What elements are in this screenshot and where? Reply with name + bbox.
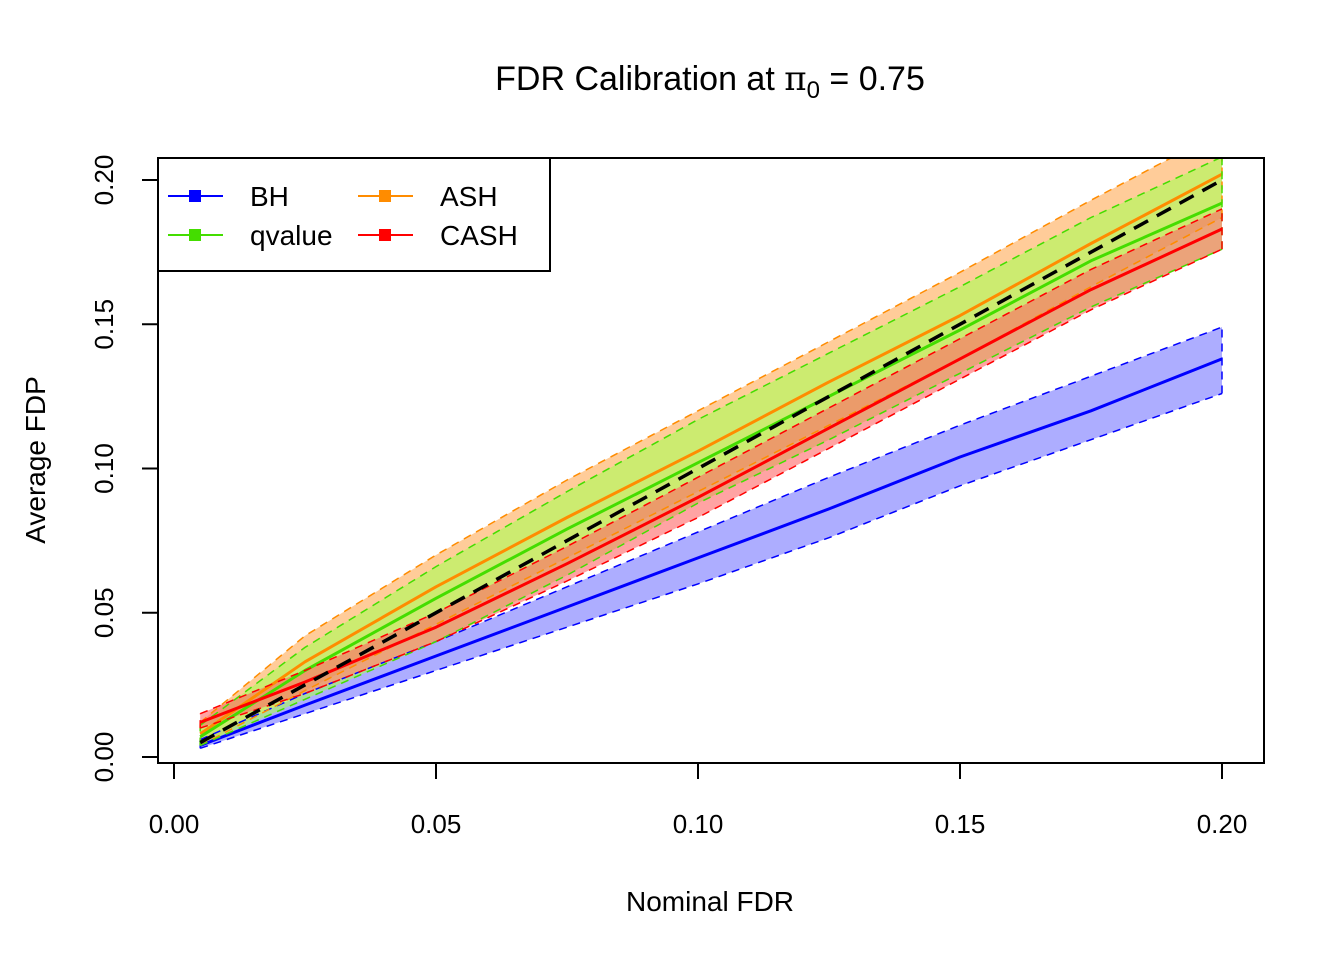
legend-label-qvalue: qvalue: [250, 220, 333, 251]
lower-bound-ash: [199, 216, 1223, 747]
band-bh: [200, 327, 1222, 749]
y-tick-label: 0.05: [89, 587, 119, 638]
legend-label-cash: CASH: [440, 220, 518, 251]
x-tick-label: 0.20: [1197, 809, 1248, 839]
x-tick-label: 0.15: [935, 809, 986, 839]
legend-label-ash: ASH: [440, 181, 498, 212]
legend-marker-ash: [379, 190, 391, 202]
legend-marker-qvalue: [189, 229, 201, 241]
chart-title: FDR Calibration at π0 = 0.75: [495, 59, 925, 104]
legend-marker-cash: [379, 229, 391, 241]
lower-bound-cash: [199, 248, 1223, 729]
upper-bound-ash: [199, 158, 1173, 723]
y-tick-label: 0.20: [89, 155, 119, 206]
confidence-bands: [200, 158, 1222, 749]
x-tick-label: 0.05: [411, 809, 462, 839]
x-tick-label: 0.10: [673, 809, 724, 839]
x-axis-label: Nominal FDR: [626, 886, 794, 917]
y-axis: 0.00 0.05 0.10 0.15 0.20: [89, 155, 159, 783]
series-line-ash: [199, 172, 1223, 736]
y-tick-label: 0.10: [89, 443, 119, 494]
lower-bound-bh: [199, 392, 1223, 750]
y-axis-label: Average FDP: [20, 376, 51, 544]
upper-bound-cash: [199, 208, 1223, 715]
x-axis: 0.00 0.05 0.10 0.15 0.20: [149, 762, 1248, 839]
x-tick-label: 0.00: [149, 809, 200, 839]
legend: BH qvalue ASH CASH: [157, 157, 551, 272]
lower-bound-qvalue: [199, 248, 1223, 747]
y-tick-label: 0.15: [89, 299, 119, 350]
series-line-cash: [199, 227, 1223, 724]
band-cash: [200, 208, 1222, 729]
legend-marker-bh: [189, 190, 201, 202]
y-tick-label: 0.00: [89, 732, 119, 783]
series-lines: [199, 158, 1223, 750]
series-line-bh: [199, 357, 1223, 747]
legend-box: [157, 157, 551, 272]
reference-line: [199, 178, 1223, 745]
legend-label-bh: BH: [250, 181, 289, 212]
band-qvalue: [200, 158, 1222, 746]
series-line-qvalue: [199, 201, 1223, 739]
